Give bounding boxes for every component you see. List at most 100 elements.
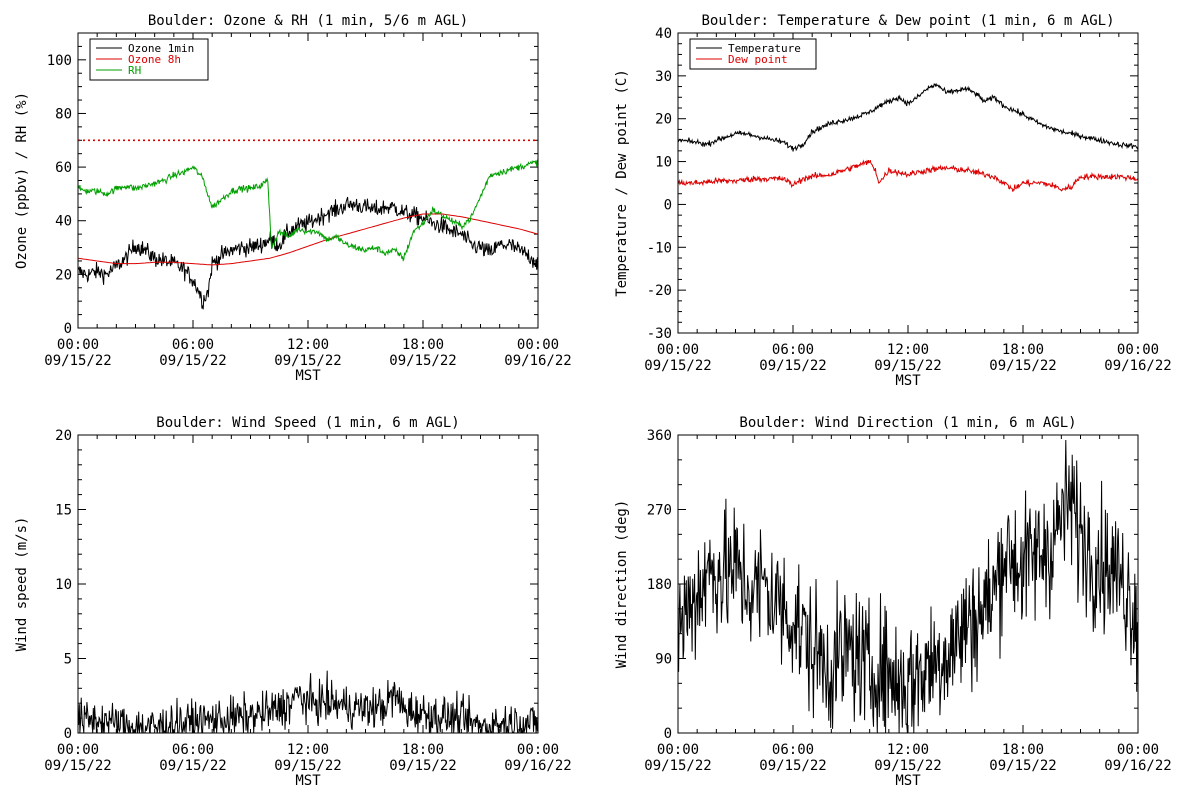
temp-ytick-label: 20 (655, 112, 672, 128)
wspd-ytick-label: 15 (55, 503, 72, 519)
ozone-xtick-date: 09/15/22 (389, 353, 456, 369)
temp-ytick-label: -30 (647, 326, 672, 342)
wdir-xtick-time: 18:00 (1002, 742, 1044, 758)
ozone-series-ozone-1min (78, 196, 538, 310)
ozone-xtick-time: 06:00 (172, 337, 214, 353)
ozone-xtick-date: 09/15/22 (44, 353, 111, 369)
wdir-series-line-0 (678, 439, 1138, 733)
ozone-legend-label: Ozone 1min (128, 42, 194, 55)
temp-legend-label: Temperature (728, 42, 801, 55)
wdir-ytick-label: 360 (647, 428, 672, 444)
wdir-title: Boulder: Wind Direction (1 min, 6 m AGL) (739, 415, 1076, 431)
wdir-ylabel: Wind direction (deg) (614, 500, 630, 669)
ozone-ylabel: Ozone (ppbv) / RH (%) (14, 92, 30, 269)
wspd-xtick-time: 12:00 (287, 742, 329, 758)
wspd-title: Boulder: Wind Speed (1 min, 6 m AGL) (156, 415, 459, 431)
ozone-ytick-label: 0 (64, 321, 72, 337)
wdir-xtick-time: 00:00 (657, 742, 699, 758)
wspd-xtick-date: 09/15/22 (274, 758, 341, 774)
ozone-ytick-label: 60 (55, 160, 72, 176)
ozone-frame (77, 32, 539, 329)
wind-direction-chart: Boulder: Wind Direction (1 min, 6 m AGL)… (614, 415, 1172, 789)
temp-xtick-time: 00:00 (657, 342, 699, 358)
wdir-ytick-label: 0 (664, 726, 672, 742)
ozone-ytick-label: 100 (47, 53, 72, 69)
ozone-xtick-time: 12:00 (287, 337, 329, 353)
ozone-series-rh (78, 158, 538, 262)
temp-series-temperature (678, 82, 1138, 152)
wspd-frame (77, 434, 539, 734)
temp-ytick-label: 10 (655, 155, 672, 171)
temperature-dewpoint-chart: Boulder: Temperature & Dew point (1 min,… (614, 13, 1172, 389)
temp-xlabel: MST (895, 373, 921, 389)
ozone-xtick-time: 00:00 (517, 337, 559, 353)
ozone-ytick-label: 80 (55, 106, 72, 122)
temp-ylabel: Temperature / Dew point (C) (614, 69, 630, 297)
wspd-xtick-date: 09/16/22 (504, 758, 571, 774)
wspd-ylabel: Wind speed (m/s) (14, 517, 30, 652)
wspd-series-line-0 (78, 670, 538, 733)
temp-xtick-date: 09/15/22 (874, 358, 941, 374)
wspd-xtick-date: 09/15/22 (44, 758, 111, 774)
ozone-legend-label: Ozone 8h (128, 53, 181, 66)
wdir-xtick-time: 12:00 (887, 742, 929, 758)
wspd-xtick-time: 00:00 (57, 742, 99, 758)
ozone-rh-chart: Boulder: Ozone & RH (1 min, 5/6 m AGL) 0 2… (14, 13, 572, 384)
temp-ytick-label: -20 (647, 283, 672, 299)
temp-xtick-time: 18:00 (1002, 342, 1044, 358)
wspd-ytick-label: 20 (55, 428, 72, 444)
ozone-ytick-label: 40 (55, 214, 72, 230)
ozone-xtick-date: 09/15/22 (274, 353, 341, 369)
temp-ytick-label: 0 (664, 197, 672, 213)
temp-xtick-time: 00:00 (1117, 342, 1159, 358)
wdir-xtick-time: 06:00 (772, 742, 814, 758)
temp-legend-label: Dew point (728, 53, 788, 66)
wspd-ytick-label: 10 (55, 577, 72, 593)
temp-ytick-label: -10 (647, 240, 672, 256)
wdir-ytick-label: 180 (647, 577, 672, 593)
wdir-xtick-time: 00:00 (1117, 742, 1159, 758)
temp-plot-area (678, 82, 1138, 192)
wspd-xtick-date: 09/15/22 (159, 758, 226, 774)
ozone-xtick-date: 09/16/22 (504, 353, 571, 369)
temp-legend-box (689, 38, 817, 70)
wspd-xtick-date: 09/15/22 (389, 758, 456, 774)
temp-xtick-date: 09/15/22 (989, 358, 1056, 374)
temp-title: Boulder: Temperature & Dew point (1 min,… (701, 13, 1114, 29)
temp-ytick-label: 40 (655, 26, 672, 42)
temp-xtick-date: 09/16/22 (1104, 358, 1171, 374)
wspd-ytick-label: 0 (64, 726, 72, 742)
wind-speed-chart: Boulder: Wind Speed (1 min, 6 m AGL) 0 5 10… (14, 415, 572, 789)
wspd-xtick-time: 18:00 (402, 742, 444, 758)
wdir-ytick-label: 270 (647, 503, 672, 519)
wdir-xtick-date: 09/15/22 (644, 758, 711, 774)
temp-ytick-label: 30 (655, 69, 672, 85)
wspd-ytick-label: 5 (64, 652, 72, 668)
ozone-title: Boulder: Ozone & RH (1 min, 5/6 m AGL) (148, 13, 468, 29)
ozone-xtick-time: 18:00 (402, 337, 444, 353)
wdir-xtick-date: 09/16/22 (1104, 758, 1171, 774)
temp-xtick-time: 12:00 (887, 342, 929, 358)
ozone-legend-label: RH (128, 64, 141, 77)
ozone-xtick-date: 09/15/22 (159, 353, 226, 369)
temp-series-dew-point (678, 159, 1138, 192)
wdir-frame (677, 434, 1139, 734)
ozone-xtick-time: 00:00 (57, 337, 99, 353)
wdir-ytick-label: 90 (655, 652, 672, 668)
wspd-xtick-time: 06:00 (172, 742, 214, 758)
temp-frame (677, 32, 1139, 334)
ozone-series-ozone-8h (78, 213, 538, 266)
wdir-xtick-date: 09/15/22 (759, 758, 826, 774)
ozone-plot-area (78, 139, 538, 310)
wdir-xtick-date: 09/15/22 (874, 758, 941, 774)
ozone-xlabel: MST (295, 368, 321, 384)
temp-xtick-date: 09/15/22 (759, 358, 826, 374)
wspd-plot-area (78, 670, 538, 733)
wdir-xtick-date: 09/15/22 (989, 758, 1056, 774)
wdir-plot-area (678, 439, 1138, 733)
wdir-xlabel: MST (895, 773, 921, 789)
